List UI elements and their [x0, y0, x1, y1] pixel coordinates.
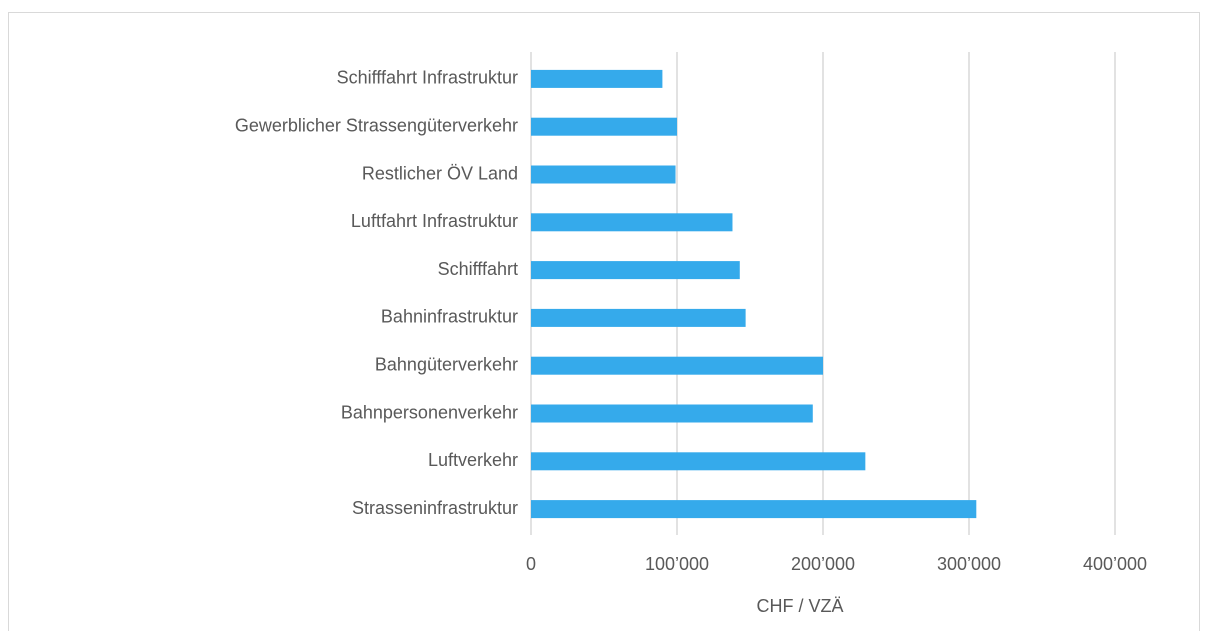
y-tick-label: Luftverkehr: [428, 450, 518, 470]
x-tick-label: 400’000: [1083, 554, 1147, 574]
bar: [531, 500, 977, 519]
x-tick-label: 200’000: [791, 554, 855, 574]
bar: [531, 452, 866, 471]
y-tick-label: Schifffahrt: [438, 259, 518, 279]
bar: [531, 69, 663, 88]
bar: [531, 165, 676, 184]
x-axis-title: CHF / VZÄ: [756, 596, 843, 616]
x-tick-label: 0: [526, 554, 536, 574]
bar: [531, 261, 740, 280]
x-tick-label: 300’000: [937, 554, 1001, 574]
y-tick-label: Schifffahrt Infrastruktur: [337, 68, 518, 88]
bar: [531, 213, 733, 232]
y-tick-label: Gewerblicher Strassengüterverkehr: [235, 115, 518, 135]
x-tick-label: 100’000: [645, 554, 709, 574]
y-tick-label: Bahnpersonenverkehr: [341, 402, 518, 422]
bar: [531, 117, 677, 136]
chart-frame: [8, 12, 1200, 631]
bar: [531, 356, 823, 375]
y-tick-label: Bahninfrastruktur: [381, 307, 518, 327]
y-tick-label: Restlicher ÖV Land: [362, 163, 518, 183]
y-tick-label: Strasseninfrastruktur: [352, 498, 518, 518]
bar: [531, 308, 746, 327]
bar: [531, 404, 813, 423]
y-tick-label: Luftfahrt Infrastruktur: [351, 211, 518, 231]
y-tick-label: Bahngüterverkehr: [375, 354, 518, 374]
